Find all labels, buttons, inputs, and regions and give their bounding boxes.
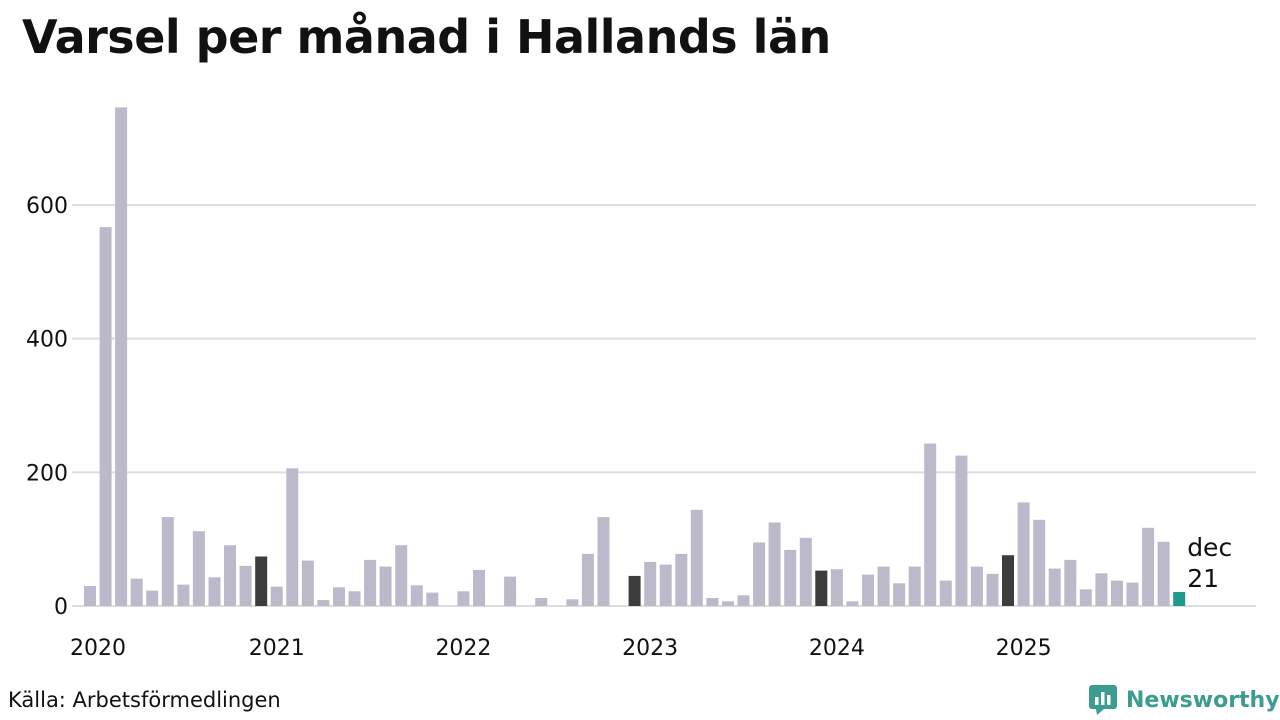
bar-2024-01: [830, 569, 843, 606]
bar-2021-01: [270, 586, 283, 606]
bar-2023-02: [659, 564, 672, 606]
bar-2023-04: [690, 509, 703, 606]
bar-2021-04: [317, 600, 330, 606]
bar-2020-09: [208, 577, 221, 606]
y-tick-label: 200: [26, 461, 68, 486]
bar-2022-12: [628, 575, 641, 606]
newsworthy-logo[interactable]: Newsworthy: [1088, 684, 1280, 716]
bar-2022-09: [581, 553, 594, 606]
bar-2025-04: [1064, 559, 1077, 606]
bar-2025-09: [1142, 527, 1155, 606]
bar-2025-03: [1048, 568, 1061, 606]
source-note: Källa: Arbetsförmedlingen: [8, 688, 281, 712]
bar-2020-06: [161, 517, 174, 606]
bar-2024-05: [893, 583, 906, 606]
x-tick-label: 2022: [435, 636, 491, 661]
bar-2023-09: [768, 522, 781, 606]
y-tick-label: 600: [26, 194, 68, 219]
bar-2023-11: [799, 537, 812, 606]
bar-2021-06: [348, 591, 361, 606]
bar-2021-09: [395, 545, 408, 606]
bar-2020-05: [146, 590, 159, 606]
bar-2021-05: [333, 587, 345, 606]
bar-2024-07: [924, 443, 937, 606]
bar-2020-10: [224, 545, 236, 606]
latest-value-label: 21: [1187, 564, 1219, 593]
y-axis-ticks: 0 200 400 600: [26, 194, 68, 620]
bar-2025-05: [1079, 589, 1092, 606]
bar-2020-08: [192, 531, 205, 606]
bar-2022-01: [457, 591, 470, 606]
latest-month-label: dec: [1187, 533, 1232, 562]
bar-2020-11: [239, 565, 252, 606]
x-tick-label: 2025: [996, 636, 1052, 661]
bar-2023-12: [815, 570, 828, 606]
bar-2025-01: [1017, 502, 1030, 606]
chart-title: Varsel per månad i Hallands län: [22, 10, 831, 64]
gridlines: [72, 204, 1256, 607]
bar-2021-02: [286, 468, 299, 606]
bar-2022-04: [504, 576, 517, 606]
x-axis-ticks: 2020 2021 2022 2023 2024 2025: [70, 636, 1052, 661]
bar-2025-08: [1126, 582, 1139, 606]
bar-2021-07: [364, 559, 377, 606]
y-tick-label: 0: [54, 595, 68, 620]
bar-2025-02: [1033, 519, 1046, 606]
bar-2021-11: [426, 592, 439, 606]
bar-2023-10: [784, 549, 797, 606]
bar-2023-08: [753, 542, 766, 606]
y-tick-label: 400: [26, 328, 68, 353]
bar-2024-04: [877, 566, 890, 606]
bar-2022-10: [597, 517, 610, 606]
bar-2022-02: [473, 569, 485, 606]
bar-2020-12: [255, 556, 268, 606]
bar-2025-10: [1157, 541, 1170, 606]
bar-2023-05: [706, 598, 719, 606]
bar-2024-11: [986, 573, 999, 606]
bar-2023-07: [737, 595, 750, 606]
bar-2024-12: [1002, 555, 1014, 606]
bars: [84, 107, 1186, 607]
newsworthy-logo-icon: [1089, 685, 1117, 715]
bar-2024-06: [908, 566, 921, 606]
x-tick-label: 2023: [622, 636, 678, 661]
bar-2021-10: [410, 585, 423, 606]
x-tick-label: 2020: [70, 636, 126, 661]
bar-2023-06: [722, 601, 734, 606]
bar-2024-03: [862, 574, 874, 606]
bar-2020-01: [84, 586, 96, 606]
bar-2020-04: [130, 578, 143, 606]
x-tick-label: 2021: [249, 636, 305, 661]
bar-2024-09: [955, 455, 968, 606]
bar-2021-03: [301, 560, 314, 606]
bar-2023-03: [675, 553, 688, 606]
bar-2020-02: [99, 227, 112, 606]
bar-2020-07: [177, 584, 190, 606]
bar-2022-06: [535, 598, 548, 606]
bar-2024-02: [846, 601, 859, 606]
bar-2022-08: [566, 599, 579, 606]
bar-2020-03: [115, 107, 128, 607]
bar-2025-11: [1173, 592, 1186, 606]
bar-2024-10: [970, 566, 983, 606]
bar-2025-07: [1111, 580, 1123, 606]
bar-2024-08: [939, 580, 952, 606]
bar-2023-01: [644, 561, 657, 606]
x-tick-label: 2024: [809, 636, 865, 661]
newsworthy-logo-text: Newsworthy: [1126, 687, 1280, 713]
bar-2025-06: [1095, 573, 1108, 606]
bar-2021-08: [379, 566, 392, 606]
